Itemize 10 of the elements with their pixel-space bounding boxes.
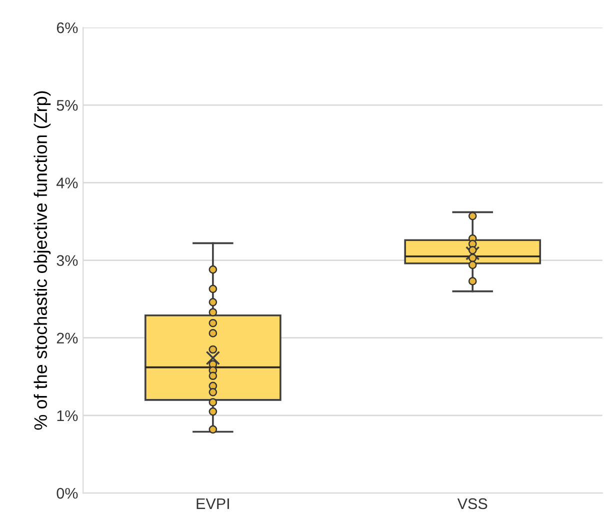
y-tick-label: 2% [56, 332, 78, 344]
x-tick-label: EVPI [196, 498, 229, 509]
y-tick-label: 4% [56, 178, 78, 188]
y-tick-label: 5% [56, 100, 78, 111]
y-tick-label: 1% [57, 410, 78, 422]
y-tick-label: 0% [56, 488, 78, 499]
y-tick-label: 3% [56, 255, 78, 266]
x-tick-label: VSS [457, 498, 488, 510]
y-tick-label: 6% [56, 22, 78, 34]
y-axis-title: % of the stochastic objective function (Zrp) [34, 91, 51, 430]
